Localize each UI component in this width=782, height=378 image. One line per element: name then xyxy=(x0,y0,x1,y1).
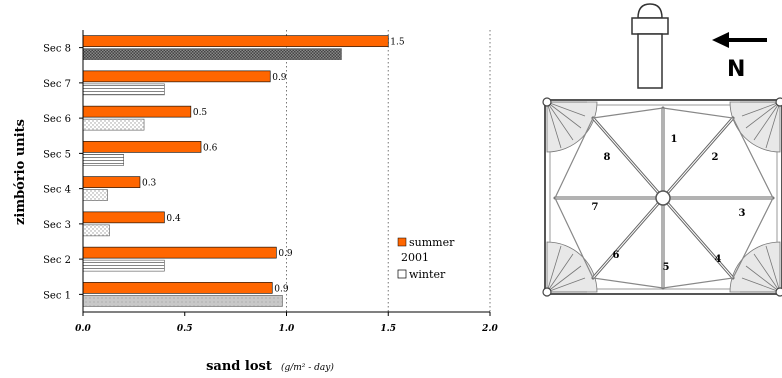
y-axis-label: zimbório units xyxy=(13,119,28,225)
data-label-summer-4: 0.6 xyxy=(203,143,218,153)
data-label-summer-0: 0.9 xyxy=(274,284,289,294)
x-tick-label-1: 0.5 xyxy=(177,324,193,334)
data-label-summer-6: 0.9 xyxy=(272,73,287,83)
bar-winter-1 xyxy=(82,259,165,272)
bar-winter-5 xyxy=(82,118,145,131)
category-label-6: Sec 7 xyxy=(43,79,71,90)
bar-summer-1 xyxy=(82,246,277,259)
bar-summer-7 xyxy=(82,35,389,47)
radial-ribs-inner xyxy=(554,107,774,289)
category-label-7: Sec 8 xyxy=(43,44,71,55)
legend: summer 2001 winter xyxy=(397,236,455,281)
data-label-summer-5: 0.5 xyxy=(193,108,208,118)
legend-label-summer: summer xyxy=(409,236,455,249)
x-axis-label-main: sand lost xyxy=(206,359,272,374)
octagon-outline xyxy=(554,107,774,289)
bars-layer: 0.0 0.5 1.0 1.5 2.0 Sec 1 0.9 Sec 2 0.9 Sec 3 0.4 S… xyxy=(43,30,499,334)
category-label-1: Sec 2 xyxy=(43,255,71,266)
bar-summer-5 xyxy=(82,105,192,118)
bar-winter-6 xyxy=(82,83,165,96)
bar-summer-4 xyxy=(82,141,202,153)
legend-swatch-winter xyxy=(397,269,407,279)
corner-posts xyxy=(542,97,782,297)
section-label-6: 6 xyxy=(613,250,620,261)
plan-center xyxy=(655,190,671,206)
category-label-3: Sec 4 xyxy=(43,185,71,196)
section-label-8: 8 xyxy=(604,152,611,163)
category-label-5: Sec 6 xyxy=(43,114,71,125)
floor-plan-diagram: N 1 2 xyxy=(542,3,782,297)
x-tick-label-0: 0.0 xyxy=(75,324,91,334)
category-label-0: Sec 1 xyxy=(43,290,71,301)
x-axis-label: sand lost (g/m² - day) xyxy=(206,355,334,374)
bar-winter-7 xyxy=(82,48,342,60)
section-label-3: 3 xyxy=(739,208,746,219)
bar-winter-0 xyxy=(82,295,283,307)
data-label-summer-2: 0.4 xyxy=(166,214,181,224)
x-tick-label-4: 2.0 xyxy=(481,324,498,334)
bar-summer-0 xyxy=(82,282,273,294)
section-label-5: 5 xyxy=(663,262,670,273)
north-label: N xyxy=(727,57,745,82)
bar-summer-3 xyxy=(82,176,141,188)
bar-chart: zimbório units 0.0 0.5 1.0 1.5 2.0 Sec 1 0.9 Se… xyxy=(13,30,499,374)
x-tick-label-2: 1.0 xyxy=(279,324,295,334)
bar-summer-2 xyxy=(82,211,165,224)
legend-swatch-summer xyxy=(397,237,407,247)
data-label-summer-1: 0.9 xyxy=(278,249,293,259)
bar-winter-2 xyxy=(82,224,110,237)
north-arrow-icon xyxy=(712,32,767,48)
legend-year: 2001 xyxy=(401,251,429,264)
section-label-2: 2 xyxy=(712,152,719,163)
section-label-4: 4 xyxy=(715,254,722,265)
x-axis-label-unit: (g/m² - day) xyxy=(281,362,334,373)
section-label-7: 7 xyxy=(592,202,599,213)
category-label-4: Sec 5 xyxy=(43,149,71,160)
bar-winter-3 xyxy=(82,189,108,201)
data-label-summer-7: 1.5 xyxy=(390,38,405,48)
corner-fans xyxy=(546,101,781,293)
bar-summer-6 xyxy=(82,70,271,83)
section-label-1: 1 xyxy=(671,134,678,145)
lantern-icon xyxy=(631,3,669,89)
category-label-2: Sec 3 xyxy=(43,220,71,231)
data-label-summer-3: 0.3 xyxy=(142,179,157,189)
legend-label-winter: winter xyxy=(409,268,446,281)
bar-winter-4 xyxy=(82,154,125,166)
x-tick-label-3: 1.5 xyxy=(380,324,396,334)
